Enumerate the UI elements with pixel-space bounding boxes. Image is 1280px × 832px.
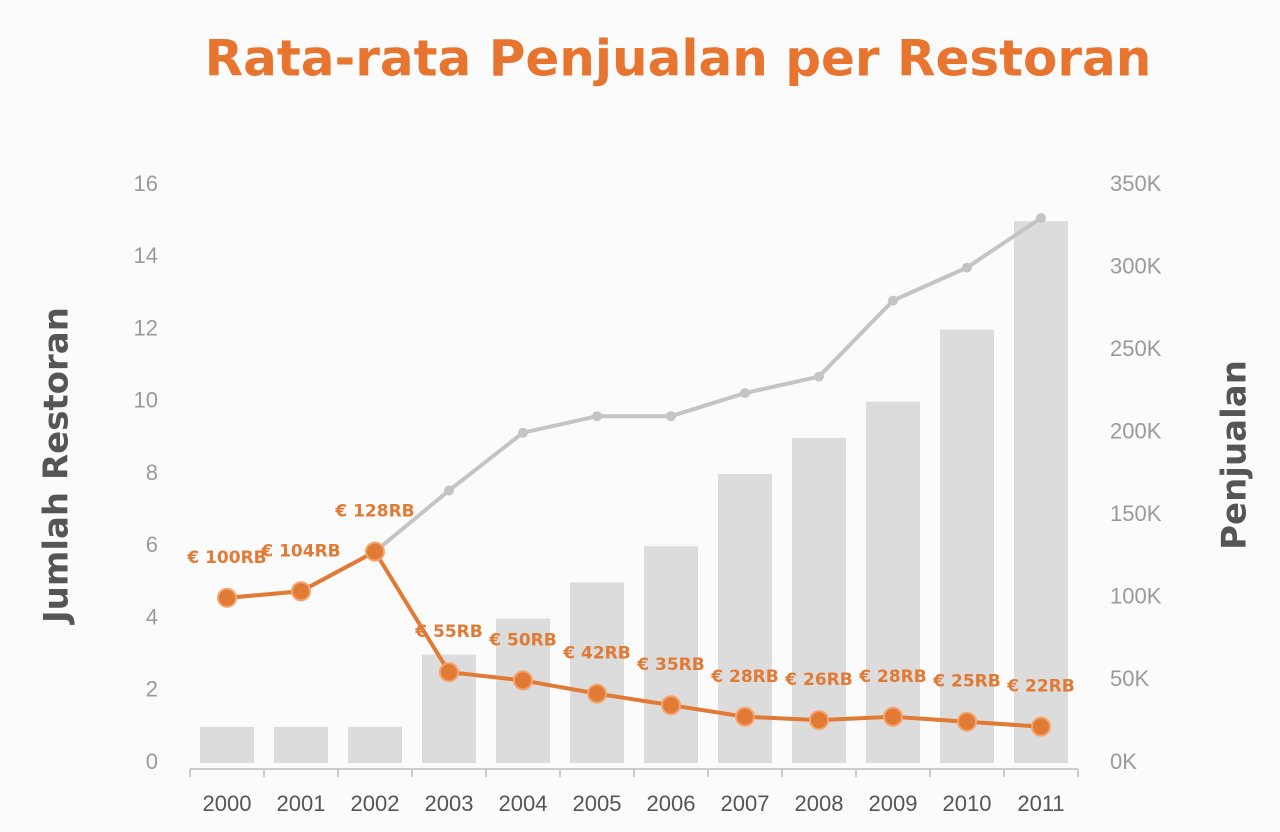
point — [883, 706, 903, 727]
bar — [792, 437, 846, 763]
y2-tick-label: 300K — [1110, 253, 1162, 278]
y-tick-label: 2 — [146, 677, 158, 702]
y2-axis-title: Penjualan — [1215, 360, 1255, 550]
x-tick-label: 2003 — [425, 791, 474, 816]
x-tick-label: 2001 — [277, 791, 326, 816]
point — [439, 662, 459, 683]
y-tick-label: 8 — [146, 460, 158, 485]
data-label: € 28RB — [710, 667, 778, 687]
point — [518, 427, 528, 438]
y2-tick-label: 100K — [1110, 584, 1162, 609]
y2-tick-label: 150K — [1110, 501, 1162, 526]
bar — [644, 546, 698, 763]
bar — [570, 582, 624, 763]
x-tick-label: 2007 — [721, 791, 770, 816]
y-axis-title: Jumlah Restoran — [37, 307, 77, 625]
y-tick-label: 4 — [146, 604, 158, 629]
point — [291, 581, 311, 602]
data-label: € 104RB — [260, 541, 340, 561]
y2-tick-label: 250K — [1110, 336, 1162, 361]
y2-tick-label: 50K — [1110, 666, 1149, 691]
bar — [348, 726, 402, 763]
point — [592, 411, 602, 422]
y2-tick-label: 350K — [1110, 171, 1162, 196]
point — [957, 711, 977, 732]
point — [888, 295, 898, 306]
data-label: € 25RB — [932, 672, 1000, 692]
bar — [496, 618, 550, 763]
bar — [200, 726, 254, 763]
line — [226, 548, 1042, 729]
y2-tick-label: 0K — [1110, 749, 1137, 774]
point — [1036, 213, 1046, 224]
x-tick-label: 2004 — [499, 791, 548, 816]
y-tick-label: 16 — [134, 171, 158, 196]
y-tick-label: 12 — [134, 315, 158, 340]
point — [962, 262, 972, 273]
data-label: € 35RB — [636, 655, 704, 675]
point — [513, 670, 533, 691]
point — [365, 541, 385, 562]
y2-tick-label: 200K — [1110, 419, 1162, 444]
data-label: € 50RB — [488, 630, 556, 650]
y-tick-label: 14 — [134, 243, 158, 268]
data-label: € 26RB — [784, 670, 852, 690]
y-tick-label: 6 — [146, 532, 158, 557]
point — [661, 695, 681, 716]
x-tick-label: 2009 — [869, 791, 918, 816]
x-tick-label: 2006 — [647, 791, 696, 816]
data-label: € 28RB — [858, 667, 926, 687]
x-tick-label: 2008 — [795, 791, 844, 816]
point — [666, 411, 676, 422]
x-tick-label: 2005 — [573, 791, 622, 816]
x-tick-label: 2010 — [943, 791, 992, 816]
chart-title: Rata-rata Penjualan per Restoran — [205, 30, 1152, 88]
bar — [1014, 221, 1068, 763]
data-label: € 55RB — [414, 622, 482, 642]
bar — [866, 401, 920, 763]
data-label: € 22RB — [1006, 677, 1074, 697]
bar — [274, 726, 328, 763]
point — [587, 683, 607, 704]
point — [809, 710, 829, 731]
y-tick-label: 0 — [146, 749, 158, 774]
y-tick-label: 10 — [134, 388, 158, 413]
data-label: € 128RB — [334, 502, 414, 522]
point — [814, 371, 824, 382]
data-label: € 42RB — [562, 644, 630, 664]
x-tick-label: 2000 — [203, 791, 252, 816]
point — [444, 485, 454, 496]
bar — [940, 329, 994, 763]
data-label: € 100RB — [186, 548, 266, 568]
x-tick-label: 2002 — [351, 791, 400, 816]
point — [740, 388, 750, 399]
point — [217, 587, 237, 608]
point — [1031, 716, 1051, 737]
x-tick-label: 2011 — [1017, 791, 1064, 816]
point — [735, 706, 755, 727]
